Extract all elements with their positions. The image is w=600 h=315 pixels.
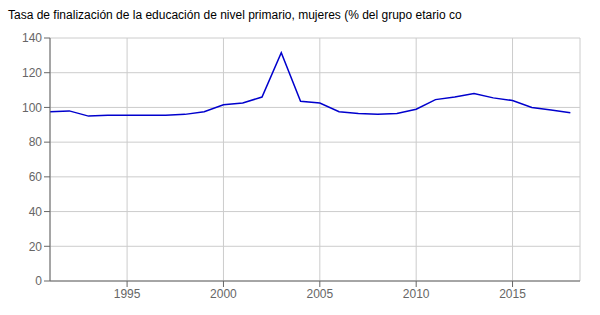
svg-text:120: 120 — [22, 66, 42, 80]
svg-text:40: 40 — [29, 205, 43, 219]
html-text:Tasa de finalización de la edu: Tasa de finalización de la educación de … — [8, 8, 462, 22]
svg-text:2005: 2005 — [306, 287, 333, 301]
svg-text:20: 20 — [29, 240, 43, 254]
svg-text:2010: 2010 — [403, 287, 430, 301]
svg-text:60: 60 — [29, 170, 43, 184]
svg-text:80: 80 — [29, 135, 43, 149]
svg-text:1995: 1995 — [114, 287, 141, 301]
svg-text:0: 0 — [35, 274, 42, 288]
svg-text:2015: 2015 — [499, 287, 526, 301]
svg-text:100: 100 — [22, 101, 42, 115]
svg-text:2000: 2000 — [210, 287, 237, 301]
svg-text:140: 140 — [22, 31, 42, 45]
